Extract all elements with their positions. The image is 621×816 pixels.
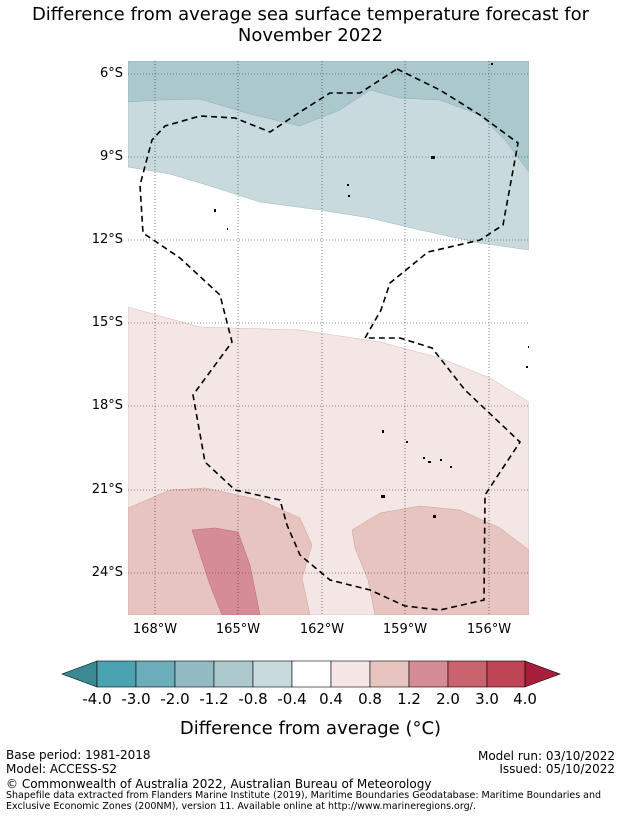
- copyright-notice: © Commonwealth of Australia 2022, Austra…: [6, 777, 432, 791]
- colorbar-tick: -2.0: [160, 690, 190, 708]
- colorbar-max-triangle: [524, 660, 561, 688]
- eez-boundary: [139, 68, 522, 611]
- colorbar: [61, 660, 561, 688]
- lon-label: 159°W: [382, 622, 428, 637]
- colorbar-tick: -0.4: [277, 690, 307, 708]
- colorbar-tick: -4.0: [82, 690, 112, 708]
- colorbar-tick: 2.0: [436, 690, 460, 708]
- lat-label: 9°S: [99, 149, 123, 164]
- colorbar-segment: [174, 660, 215, 688]
- lon-label: 162°W: [299, 622, 345, 637]
- lat-label: 24°S: [91, 565, 123, 580]
- colorbar-segment: [252, 660, 293, 688]
- lat-label: 18°S: [91, 398, 123, 413]
- issued-date: Issued: 05/10/2022: [499, 762, 615, 776]
- cool-anomaly-medium: [128, 61, 529, 173]
- lat-label: 21°S: [91, 482, 123, 497]
- map-frame: [128, 61, 529, 615]
- model-run-date: Model run: 03/10/2022: [477, 749, 615, 763]
- cool-anomaly-light: [128, 61, 529, 251]
- model-name: Model: ACCESS-S2: [6, 762, 118, 776]
- colorbar-tick: -3.0: [121, 690, 151, 708]
- colorbar-tick: 0.4: [319, 690, 343, 708]
- colorbar-tick: 3.0: [475, 690, 499, 708]
- colorbar-segment: [486, 660, 526, 688]
- lat-label: 6°S: [99, 66, 123, 81]
- lat-label: 15°S: [91, 315, 123, 330]
- colorbar-tick: 0.8: [358, 690, 382, 708]
- colorbar-segment: [213, 660, 254, 688]
- colorbar-segment: [408, 660, 449, 688]
- graticule: [128, 61, 529, 615]
- chart-title: Difference from average sea surface temp…: [0, 4, 621, 46]
- colorbar-title: Difference from average (°C): [179, 718, 442, 739]
- colorbar-tick: 1.2: [397, 690, 421, 708]
- shapefile-credit-line-1: Shapefile data extracted from Flanders M…: [6, 790, 602, 801]
- lon-label: 156°W: [466, 622, 512, 637]
- colorbar-tick: 4.0: [513, 690, 537, 708]
- title-line-1: Difference from average sea surface temp…: [31, 4, 590, 25]
- base-period: Base period: 1981-2018: [6, 748, 151, 762]
- colorbar-segment: [96, 660, 137, 688]
- colorbar-segment: [330, 660, 371, 688]
- colorbar-tick: -1.2: [199, 690, 229, 708]
- lon-label: 165°W: [215, 622, 261, 637]
- colorbar-segment: [135, 660, 176, 688]
- title-line-2: November 2022: [237, 25, 384, 46]
- lon-label: 168°W: [132, 622, 178, 637]
- warm-anomaly-strong: [191, 527, 261, 615]
- colorbar-min-triangle: [61, 660, 98, 688]
- colorbar-tick: -0.8: [238, 690, 268, 708]
- colorbar-segment: [447, 660, 488, 688]
- lat-label: 12°S: [91, 232, 123, 247]
- colorbar-segment: [369, 660, 410, 688]
- colorbar-segment: [291, 660, 332, 688]
- islands: [214, 63, 529, 518]
- shapefile-credit-line-2: Exclusive Economic Zones (200NM), versio…: [6, 801, 476, 812]
